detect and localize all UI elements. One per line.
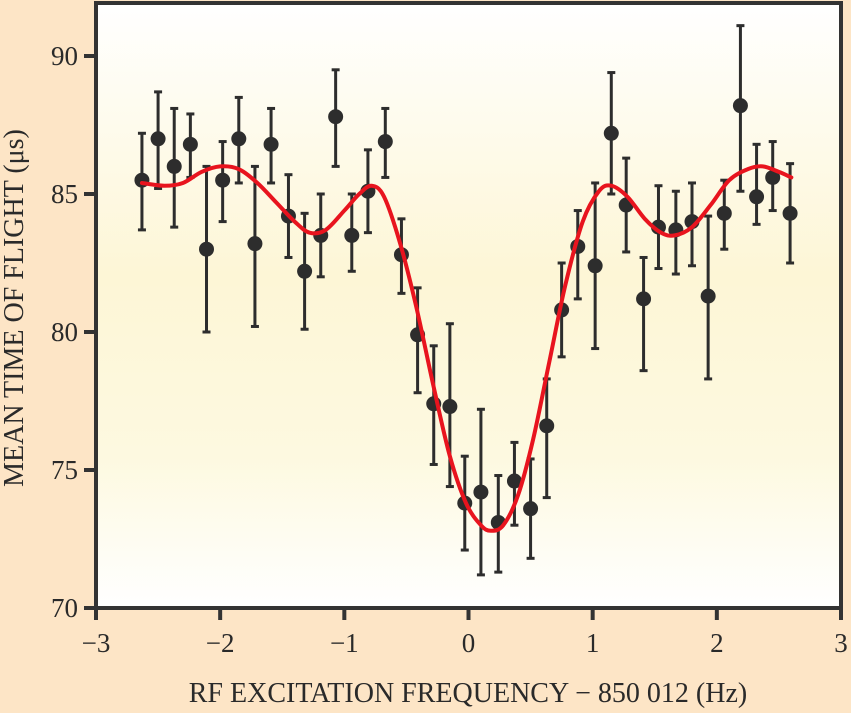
data-point [344, 227, 360, 243]
data-point [442, 399, 458, 415]
x-tick-label: 2 [710, 628, 724, 658]
data-points [134, 98, 798, 530]
data-point [297, 263, 313, 279]
x-tick-label: 0 [462, 628, 476, 658]
y-tick-label: 90 [51, 41, 78, 71]
data-point [377, 134, 393, 150]
data-point [603, 125, 619, 141]
fit-curve [139, 164, 794, 533]
y-tick-label: 85 [51, 179, 78, 209]
y-tick-label: 80 [51, 317, 78, 347]
data-point [523, 501, 539, 517]
data-point [636, 291, 652, 307]
y-axis-label: MEAN TIME OF FLIGHT (μs) [0, 129, 30, 487]
data-point [328, 109, 344, 125]
data-point [749, 189, 765, 205]
y-tick-label: 70 [51, 593, 78, 623]
data-point [199, 241, 215, 257]
data-point [765, 169, 781, 185]
data-point [650, 219, 666, 235]
data-point [166, 158, 182, 174]
data-point [506, 473, 522, 489]
data-point [782, 205, 798, 221]
x-tick-label: −1 [330, 628, 359, 658]
x-tick-labels: −3 −2 −1 0 1 2 3 [82, 628, 848, 658]
data-point [231, 131, 247, 147]
data-point [539, 418, 555, 434]
data-point [587, 258, 603, 274]
data-point [716, 205, 732, 221]
data-point [247, 236, 263, 252]
y-tick-label: 75 [51, 455, 78, 485]
x-tick-label: −2 [206, 628, 235, 658]
data-point [215, 172, 231, 188]
data-point [732, 98, 748, 114]
plot-frame [94, 1, 843, 610]
data-point [473, 484, 489, 500]
y-tick-labels: 70 75 80 85 90 [51, 41, 78, 623]
x-tick-label: 3 [834, 628, 848, 658]
data-point [700, 288, 716, 304]
data-point [263, 136, 279, 152]
data-point [150, 131, 166, 147]
data-point [182, 136, 198, 152]
x-axis-label: RF EXCITATION FREQUENCY − 850 012 (Hz) [189, 678, 747, 709]
x-tick-label: −3 [82, 628, 111, 658]
x-tick-label: 1 [586, 628, 600, 658]
